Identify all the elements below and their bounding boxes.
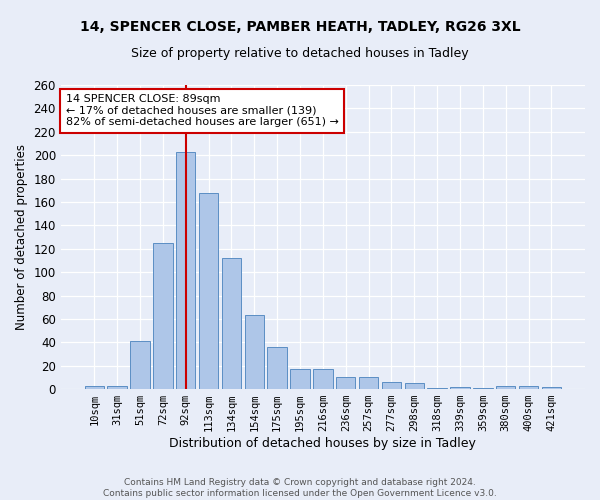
Bar	[85, 386, 104, 389]
Bar	[153, 243, 173, 389]
Bar	[130, 341, 150, 389]
Bar	[336, 378, 355, 389]
Bar	[451, 386, 470, 389]
Bar	[176, 152, 196, 389]
Text: Size of property relative to detached houses in Tadley: Size of property relative to detached ho…	[131, 48, 469, 60]
Text: Contains HM Land Registry data © Crown copyright and database right 2024.
Contai: Contains HM Land Registry data © Crown c…	[103, 478, 497, 498]
Bar	[427, 388, 447, 389]
Bar	[542, 386, 561, 389]
Bar	[473, 388, 493, 389]
Text: 14, SPENCER CLOSE, PAMBER HEATH, TADLEY, RG26 3XL: 14, SPENCER CLOSE, PAMBER HEATH, TADLEY,…	[80, 20, 520, 34]
Bar	[519, 386, 538, 389]
Bar	[199, 192, 218, 389]
Text: 14 SPENCER CLOSE: 89sqm
← 17% of detached houses are smaller (139)
82% of semi-d: 14 SPENCER CLOSE: 89sqm ← 17% of detache…	[66, 94, 339, 128]
Bar	[222, 258, 241, 389]
Bar	[313, 369, 332, 389]
Bar	[245, 316, 264, 389]
Bar	[404, 383, 424, 389]
Bar	[359, 378, 379, 389]
Bar	[290, 369, 310, 389]
Y-axis label: Number of detached properties: Number of detached properties	[15, 144, 28, 330]
Bar	[268, 347, 287, 389]
Bar	[496, 386, 515, 389]
X-axis label: Distribution of detached houses by size in Tadley: Distribution of detached houses by size …	[169, 437, 476, 450]
Bar	[382, 382, 401, 389]
Bar	[107, 386, 127, 389]
